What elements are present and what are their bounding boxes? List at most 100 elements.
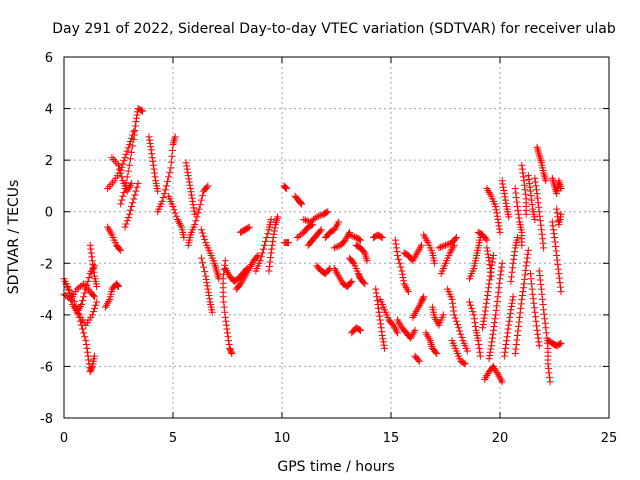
data-point bbox=[456, 327, 464, 335]
data-point bbox=[508, 299, 516, 307]
data-point bbox=[457, 330, 465, 338]
data-point bbox=[537, 226, 545, 234]
data-point bbox=[455, 324, 463, 332]
data-point bbox=[512, 189, 520, 197]
data-point bbox=[553, 190, 561, 198]
data-point bbox=[526, 183, 534, 191]
data-point bbox=[316, 227, 324, 235]
data-point bbox=[282, 185, 290, 193]
data-point bbox=[305, 217, 313, 225]
data-point bbox=[212, 265, 220, 273]
data-point bbox=[254, 252, 262, 260]
data-point bbox=[418, 241, 426, 249]
data-point bbox=[115, 282, 122, 290]
data-point bbox=[514, 206, 522, 214]
data-point bbox=[484, 288, 492, 296]
data-point bbox=[138, 107, 146, 115]
data-point bbox=[555, 179, 563, 187]
data-point bbox=[419, 294, 427, 302]
data-point bbox=[372, 285, 380, 293]
data-point bbox=[552, 247, 560, 255]
data-point bbox=[536, 212, 544, 220]
data-point bbox=[529, 290, 537, 298]
data-point bbox=[208, 308, 216, 316]
data-point bbox=[518, 165, 526, 173]
data-point bbox=[490, 322, 498, 330]
data-point bbox=[170, 137, 178, 145]
data-point bbox=[432, 348, 440, 356]
data-point bbox=[450, 307, 458, 315]
data-point bbox=[171, 135, 179, 143]
data-point bbox=[512, 194, 520, 202]
data-point bbox=[269, 237, 277, 245]
data-point bbox=[535, 267, 543, 275]
data-point bbox=[496, 228, 504, 236]
data-point bbox=[77, 301, 85, 309]
data-point bbox=[475, 341, 483, 349]
data-point bbox=[396, 259, 404, 267]
data-point bbox=[122, 220, 130, 228]
data-point bbox=[504, 329, 512, 337]
data-point bbox=[479, 324, 487, 332]
data-point bbox=[553, 186, 561, 194]
data-point bbox=[489, 330, 497, 338]
data-point bbox=[109, 179, 117, 187]
data-point bbox=[489, 255, 497, 263]
data-point bbox=[479, 321, 487, 329]
data-point bbox=[355, 326, 363, 334]
data-point bbox=[361, 280, 369, 288]
data-point bbox=[527, 192, 535, 200]
data-point bbox=[522, 266, 530, 274]
x-axis-label: GPS time / hours bbox=[277, 459, 394, 475]
data-point bbox=[64, 283, 72, 291]
plot-border bbox=[63, 56, 610, 419]
data-point bbox=[269, 234, 277, 241]
data-point bbox=[501, 193, 509, 201]
data-point bbox=[415, 357, 423, 365]
data-point bbox=[539, 235, 547, 243]
data-point bbox=[550, 230, 558, 238]
data-point bbox=[557, 185, 565, 193]
data-point bbox=[501, 344, 509, 352]
data-point bbox=[317, 226, 325, 234]
data-point bbox=[91, 293, 99, 301]
data-point bbox=[274, 213, 282, 221]
data-point bbox=[134, 179, 142, 187]
data-point bbox=[196, 201, 204, 209]
data-point bbox=[122, 179, 130, 187]
data-point bbox=[487, 342, 495, 350]
data-point bbox=[480, 317, 488, 325]
data-point bbox=[356, 236, 364, 244]
data-point bbox=[150, 165, 158, 173]
data-point bbox=[488, 334, 496, 342]
data-point bbox=[149, 157, 157, 165]
data-point bbox=[482, 299, 490, 307]
data-point bbox=[471, 322, 479, 330]
data-point bbox=[285, 239, 293, 247]
data-point bbox=[334, 243, 342, 251]
data-point bbox=[554, 265, 562, 273]
data-point bbox=[404, 288, 412, 296]
data-point bbox=[206, 295, 214, 303]
data-point bbox=[268, 241, 276, 249]
x-tick-label: 25 bbox=[601, 431, 618, 446]
data-point bbox=[221, 313, 229, 321]
data-point bbox=[80, 293, 88, 301]
data-point bbox=[377, 320, 385, 328]
data-point bbox=[79, 297, 87, 305]
data-point bbox=[159, 194, 167, 202]
data-point bbox=[535, 149, 543, 157]
data-point bbox=[522, 262, 530, 270]
data-point bbox=[493, 302, 501, 310]
data-point bbox=[482, 235, 490, 243]
data-point bbox=[221, 308, 229, 316]
data-point bbox=[542, 324, 550, 332]
data-point bbox=[437, 243, 445, 251]
data-point bbox=[267, 215, 275, 223]
data-point bbox=[81, 289, 89, 297]
data-point bbox=[148, 150, 156, 158]
data-point bbox=[132, 117, 140, 125]
data-point bbox=[88, 253, 96, 261]
data-point bbox=[90, 268, 98, 276]
data-point bbox=[85, 273, 93, 281]
